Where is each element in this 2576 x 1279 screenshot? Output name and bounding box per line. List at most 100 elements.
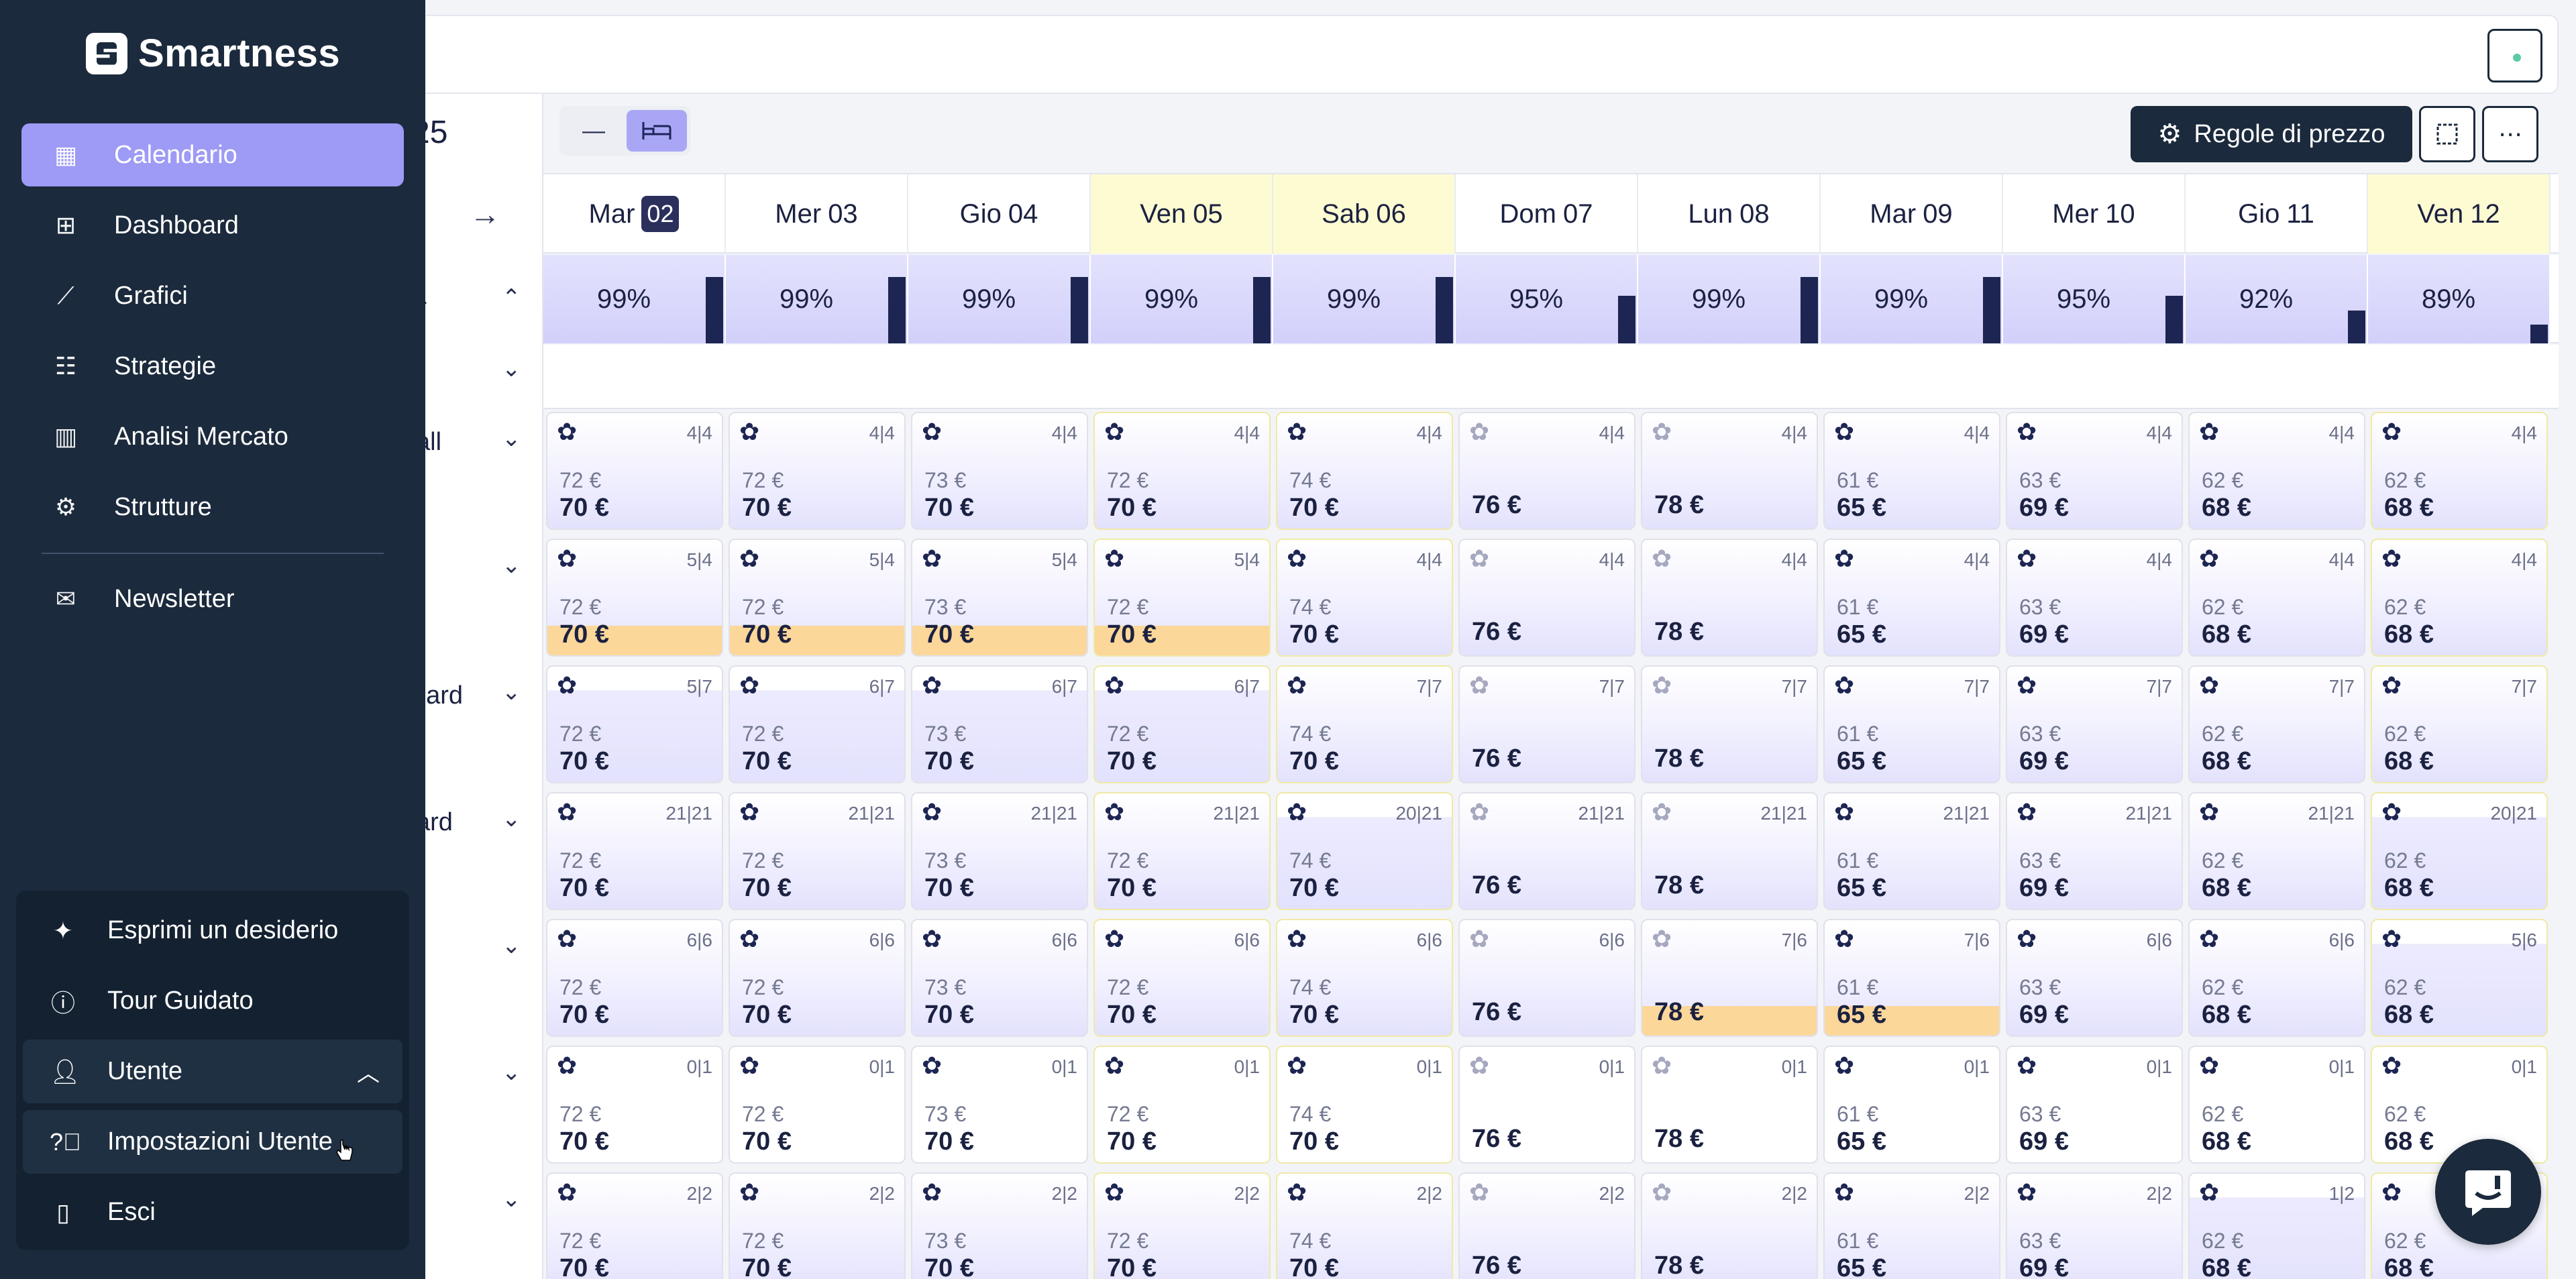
gear-icon[interactable]: ✿ [2017,671,2037,699]
price-cell[interactable]: ✿ 6|7 73 €70 € [911,665,1088,783]
price-cell[interactable]: ✿ 2|2 72 €70 € [729,1172,906,1279]
price-cell[interactable]: ✿ 21|21 78 € [1641,792,1818,910]
gear-icon[interactable]: ✿ [557,545,578,572]
gear-icon[interactable]: ✿ [557,1178,578,1206]
chevron-down-icon[interactable]: ⌄ [502,426,521,451]
gear-icon[interactable]: ✿ [2199,1178,2220,1206]
price-cell[interactable]: ✿ 20|21 74 €70 € [1276,792,1453,910]
chevron-down-icon[interactable]: ⌄ [502,806,521,832]
sidebar-item-strutture[interactable]: ⚙ Strutture [21,476,404,539]
price-cell[interactable]: ✿ 4|4 72 €70 € [546,412,723,530]
price-cell[interactable]: ✿ 0|1 78 € [1641,1046,1818,1164]
gear-icon[interactable]: ✿ [739,545,760,572]
price-cell[interactable]: ✿ 4|4 61 €65 € [1823,412,2000,530]
gear-icon[interactable]: ✿ [2017,925,2037,952]
price-cell[interactable]: ✿ 4|4 62 €68 € [2188,412,2365,530]
price-cell[interactable]: ✿ 21|21 72 €70 € [1093,792,1271,910]
gear-icon[interactable]: ✿ [2381,1052,2402,1079]
gear-icon[interactable]: ✿ [1104,671,1125,699]
price-cell[interactable]: ✿ 21|21 72 €70 € [546,792,723,910]
gear-icon[interactable]: ✿ [922,1052,943,1079]
day-header[interactable]: Mer 10 [2003,174,2186,254]
gear-icon[interactable]: ✿ [922,1178,943,1206]
gear-icon[interactable]: ✿ [2017,798,2037,826]
price-cell[interactable]: ✿ 21|21 61 €65 € [1823,792,2000,910]
price-cell[interactable]: ✿ 4|4 74 €70 € [1276,412,1453,530]
price-cell[interactable]: ✿ 6|6 72 €70 € [1093,919,1271,1037]
status-button[interactable] [2487,29,2542,82]
chevron-down-icon[interactable]: ⌄ [502,933,521,958]
price-cell[interactable]: ✿ 7|6 61 €65 € [1823,919,2000,1037]
price-cell[interactable]: ✿ 0|1 61 €65 € [1823,1046,2000,1164]
price-cell[interactable]: ✿ 4|4 62 €68 € [2371,539,2548,657]
brand-logo[interactable]: Smartness [86,31,340,76]
price-cell[interactable]: ✿ 0|1 74 €70 € [1276,1046,1453,1164]
chevron-down-icon[interactable]: ⌄ [502,1186,521,1212]
price-cell[interactable]: ✿ 2|2 72 €70 € [546,1172,723,1279]
sidebar-item-calendario[interactable]: ▦ Calendario [21,123,404,186]
gear-icon[interactable]: ✿ [1469,545,1490,572]
gear-icon[interactable]: ✿ [922,671,943,699]
occupancy-cell[interactable]: 95% [2003,255,2186,343]
more-options-button[interactable]: ⋯ [2482,106,2538,162]
price-cell[interactable]: ✿ 4|4 78 € [1641,539,1818,657]
price-cell[interactable]: ✿ 4|4 61 €65 € [1823,539,2000,657]
gear-icon[interactable]: ✿ [1287,1052,1307,1079]
price-cell[interactable]: ✿ 4|4 72 €70 € [729,412,906,530]
price-cell[interactable]: ✿ 4|4 76 € [1458,412,1635,530]
gear-icon[interactable]: ✿ [557,798,578,826]
chevron-down-icon[interactable]: ⌄ [502,1060,521,1085]
chat-support-button[interactable] [2435,1139,2541,1245]
sidebar-item-strategie[interactable]: ☷ Strategie [21,335,404,398]
price-cell[interactable]: ✿ 4|4 74 €70 € [1276,539,1453,657]
day-header[interactable]: Ven 05 [1091,174,1273,254]
price-cell[interactable]: ✿ 4|4 73 €70 € [911,412,1088,530]
occupancy-cell[interactable]: 99% [1091,255,1273,343]
price-cell[interactable]: ✿ 7|7 63 €69 € [2006,665,2183,783]
price-cell[interactable]: ✿ 0|1 72 €70 € [1093,1046,1271,1164]
gear-icon[interactable]: ✿ [2381,545,2402,572]
price-cell[interactable]: ✿ 5|4 72 €70 € [729,539,906,657]
price-cell[interactable]: ✿ 21|21 76 € [1458,792,1635,910]
occupancy-cell[interactable]: 99% [1821,255,2003,343]
price-cell[interactable]: ✿ 2|2 74 €70 € [1276,1172,1453,1279]
gear-icon[interactable]: ✿ [1834,671,1855,699]
price-cell[interactable]: ✿ 2|2 63 €69 € [2006,1172,2183,1279]
gear-icon[interactable]: ✿ [1469,1178,1490,1206]
menu-item-wish[interactable]: ✦ Esprimi un desiderio [23,899,402,962]
price-cell[interactable]: ✿ 6|6 63 €69 € [2006,919,2183,1037]
gear-icon[interactable]: ✿ [2017,418,2037,445]
day-header[interactable]: Mer 03 [726,174,908,254]
gear-icon[interactable]: ✿ [1652,418,1672,445]
occupancy-cell[interactable]: 99% [908,255,1091,343]
price-cell[interactable]: ✿ 2|2 78 € [1641,1172,1818,1279]
price-cell[interactable]: ✿ 7|7 62 €68 € [2371,665,2548,783]
price-cell[interactable]: ✿ 0|1 72 €70 € [546,1046,723,1164]
gear-icon[interactable]: ✿ [1469,418,1490,445]
day-header[interactable]: Ven 12 [2368,174,2551,254]
sidebar-item-newsletter[interactable]: ✉ Newsletter [21,567,404,630]
occupancy-cell[interactable]: 89% [2368,255,2551,343]
gear-icon[interactable]: ✿ [1287,925,1307,952]
gear-icon[interactable]: ✿ [1834,1052,1855,1079]
occupancy-cell[interactable]: 99% [1638,255,1821,343]
gear-icon[interactable]: ✿ [2017,545,2037,572]
gear-icon[interactable]: ✿ [1834,925,1855,952]
sidebar-item-grafici[interactable]: ⟋ Grafici [21,264,404,327]
price-cell[interactable]: ✿ 6|6 74 €70 € [1276,919,1453,1037]
day-header[interactable]: Dom 07 [1456,174,1638,254]
gear-icon[interactable]: ✿ [922,545,943,572]
price-cell[interactable]: ✿ 0|1 72 €70 € [729,1046,906,1164]
price-cell[interactable]: ✿ 7|7 62 €68 € [2188,665,2365,783]
gear-icon[interactable]: ✿ [2017,1178,2037,1206]
gear-icon[interactable]: ✿ [1652,1178,1672,1206]
price-cell[interactable]: ✿ 4|4 78 € [1641,412,1818,530]
gear-icon[interactable]: ✿ [739,925,760,952]
price-cell[interactable]: ✿ 6|6 73 €70 € [911,919,1088,1037]
occupancy-cell[interactable]: 92% [2186,255,2368,343]
gear-icon[interactable]: ✿ [557,671,578,699]
gear-icon[interactable]: ✿ [557,418,578,445]
gear-icon[interactable]: ✿ [2199,671,2220,699]
day-header[interactable]: Sab 06 [1273,174,1456,254]
gear-icon[interactable]: ✿ [1287,1178,1307,1206]
